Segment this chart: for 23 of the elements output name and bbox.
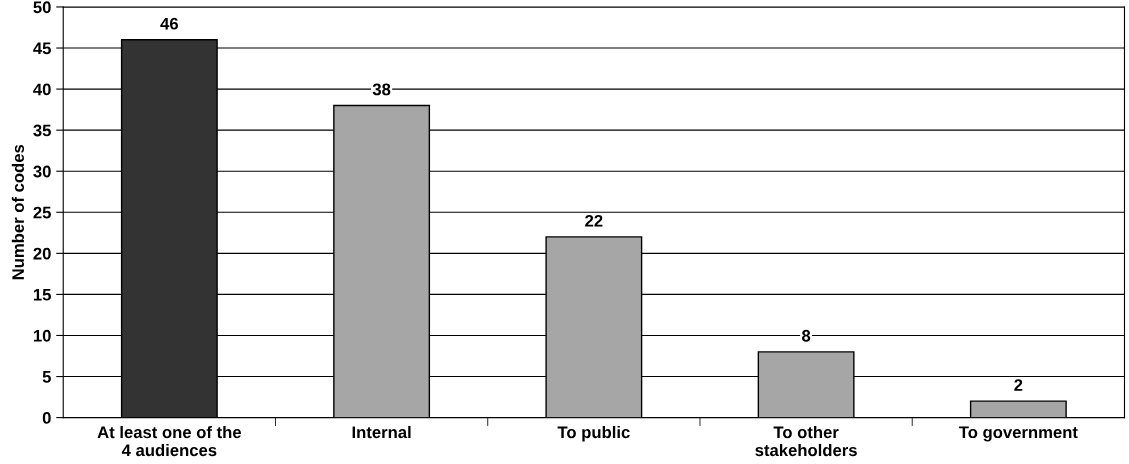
y-tick-label: 50 <box>33 1 51 14</box>
y-tick-label: 35 <box>33 124 51 137</box>
y-axis-title: Number of codes <box>11 144 25 280</box>
data-label: 46 <box>160 17 179 30</box>
y-tick-label: 30 <box>33 165 51 178</box>
x-tick-label: To government <box>958 426 1078 442</box>
y-tick-label: 0 <box>42 412 51 424</box>
x-tick-label: At least one of the 4 audiences <box>97 425 242 457</box>
x-tick-label: To public <box>557 425 630 442</box>
y-tick-label: 25 <box>33 206 51 219</box>
y-tick-label: 10 <box>33 329 51 342</box>
x-tick-label: Internal <box>352 425 411 439</box>
data-label: 38 <box>372 83 391 96</box>
data-label: 8 <box>802 329 811 342</box>
y-tick-label: 45 <box>33 42 51 55</box>
y-tick-label: 40 <box>33 83 51 96</box>
y-tick-label: 15 <box>33 288 51 301</box>
y-tick-label: 5 <box>42 371 51 383</box>
data-label: 2 <box>1014 379 1023 391</box>
x-tick-label: To other stakeholders <box>755 425 857 457</box>
y-tick-label: 20 <box>33 247 51 260</box>
data-label: 22 <box>585 214 603 227</box>
bar <box>969 400 1067 418</box>
